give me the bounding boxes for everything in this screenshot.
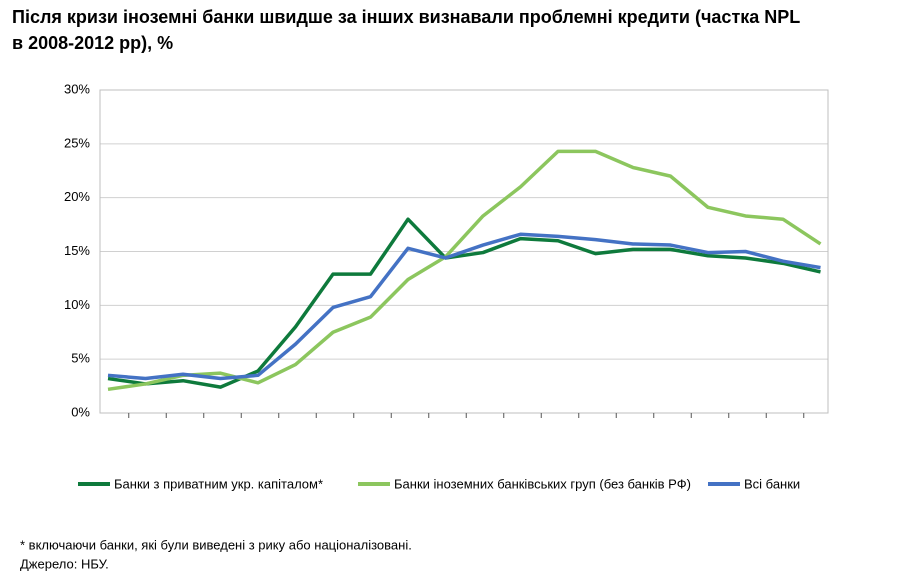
y-tick-label: 10% (64, 297, 90, 312)
footnote: * включаючи банки, які були виведені з р… (20, 537, 412, 552)
chart-title-2: в 2008-2012 рр), % (12, 33, 173, 53)
y-tick-label: 5% (71, 351, 90, 366)
y-tick-label: 20% (64, 189, 90, 204)
legend-label: Всі банки (744, 476, 800, 491)
source: Джерело: НБУ. (20, 556, 109, 571)
legend-label: Банки іноземних банківських груп (без ба… (394, 476, 691, 491)
chart-title: Після кризи іноземні банки швидше за інш… (12, 7, 800, 27)
plot-frame (99, 89, 829, 414)
line-series (107, 217, 821, 389)
y-tick-label: 0% (71, 404, 90, 419)
line-series (107, 232, 821, 381)
y-tick-label: 30% (64, 81, 90, 96)
legend-label: Банки з приватним укр. капіталом* (114, 476, 323, 491)
y-tick-label: 25% (64, 135, 90, 150)
y-tick-label: 15% (64, 243, 90, 258)
line-series (107, 149, 822, 392)
